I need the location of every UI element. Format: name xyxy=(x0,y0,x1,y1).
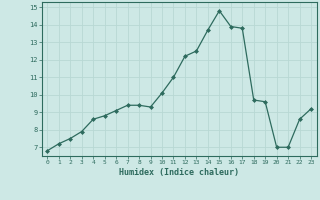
X-axis label: Humidex (Indice chaleur): Humidex (Indice chaleur) xyxy=(119,168,239,177)
